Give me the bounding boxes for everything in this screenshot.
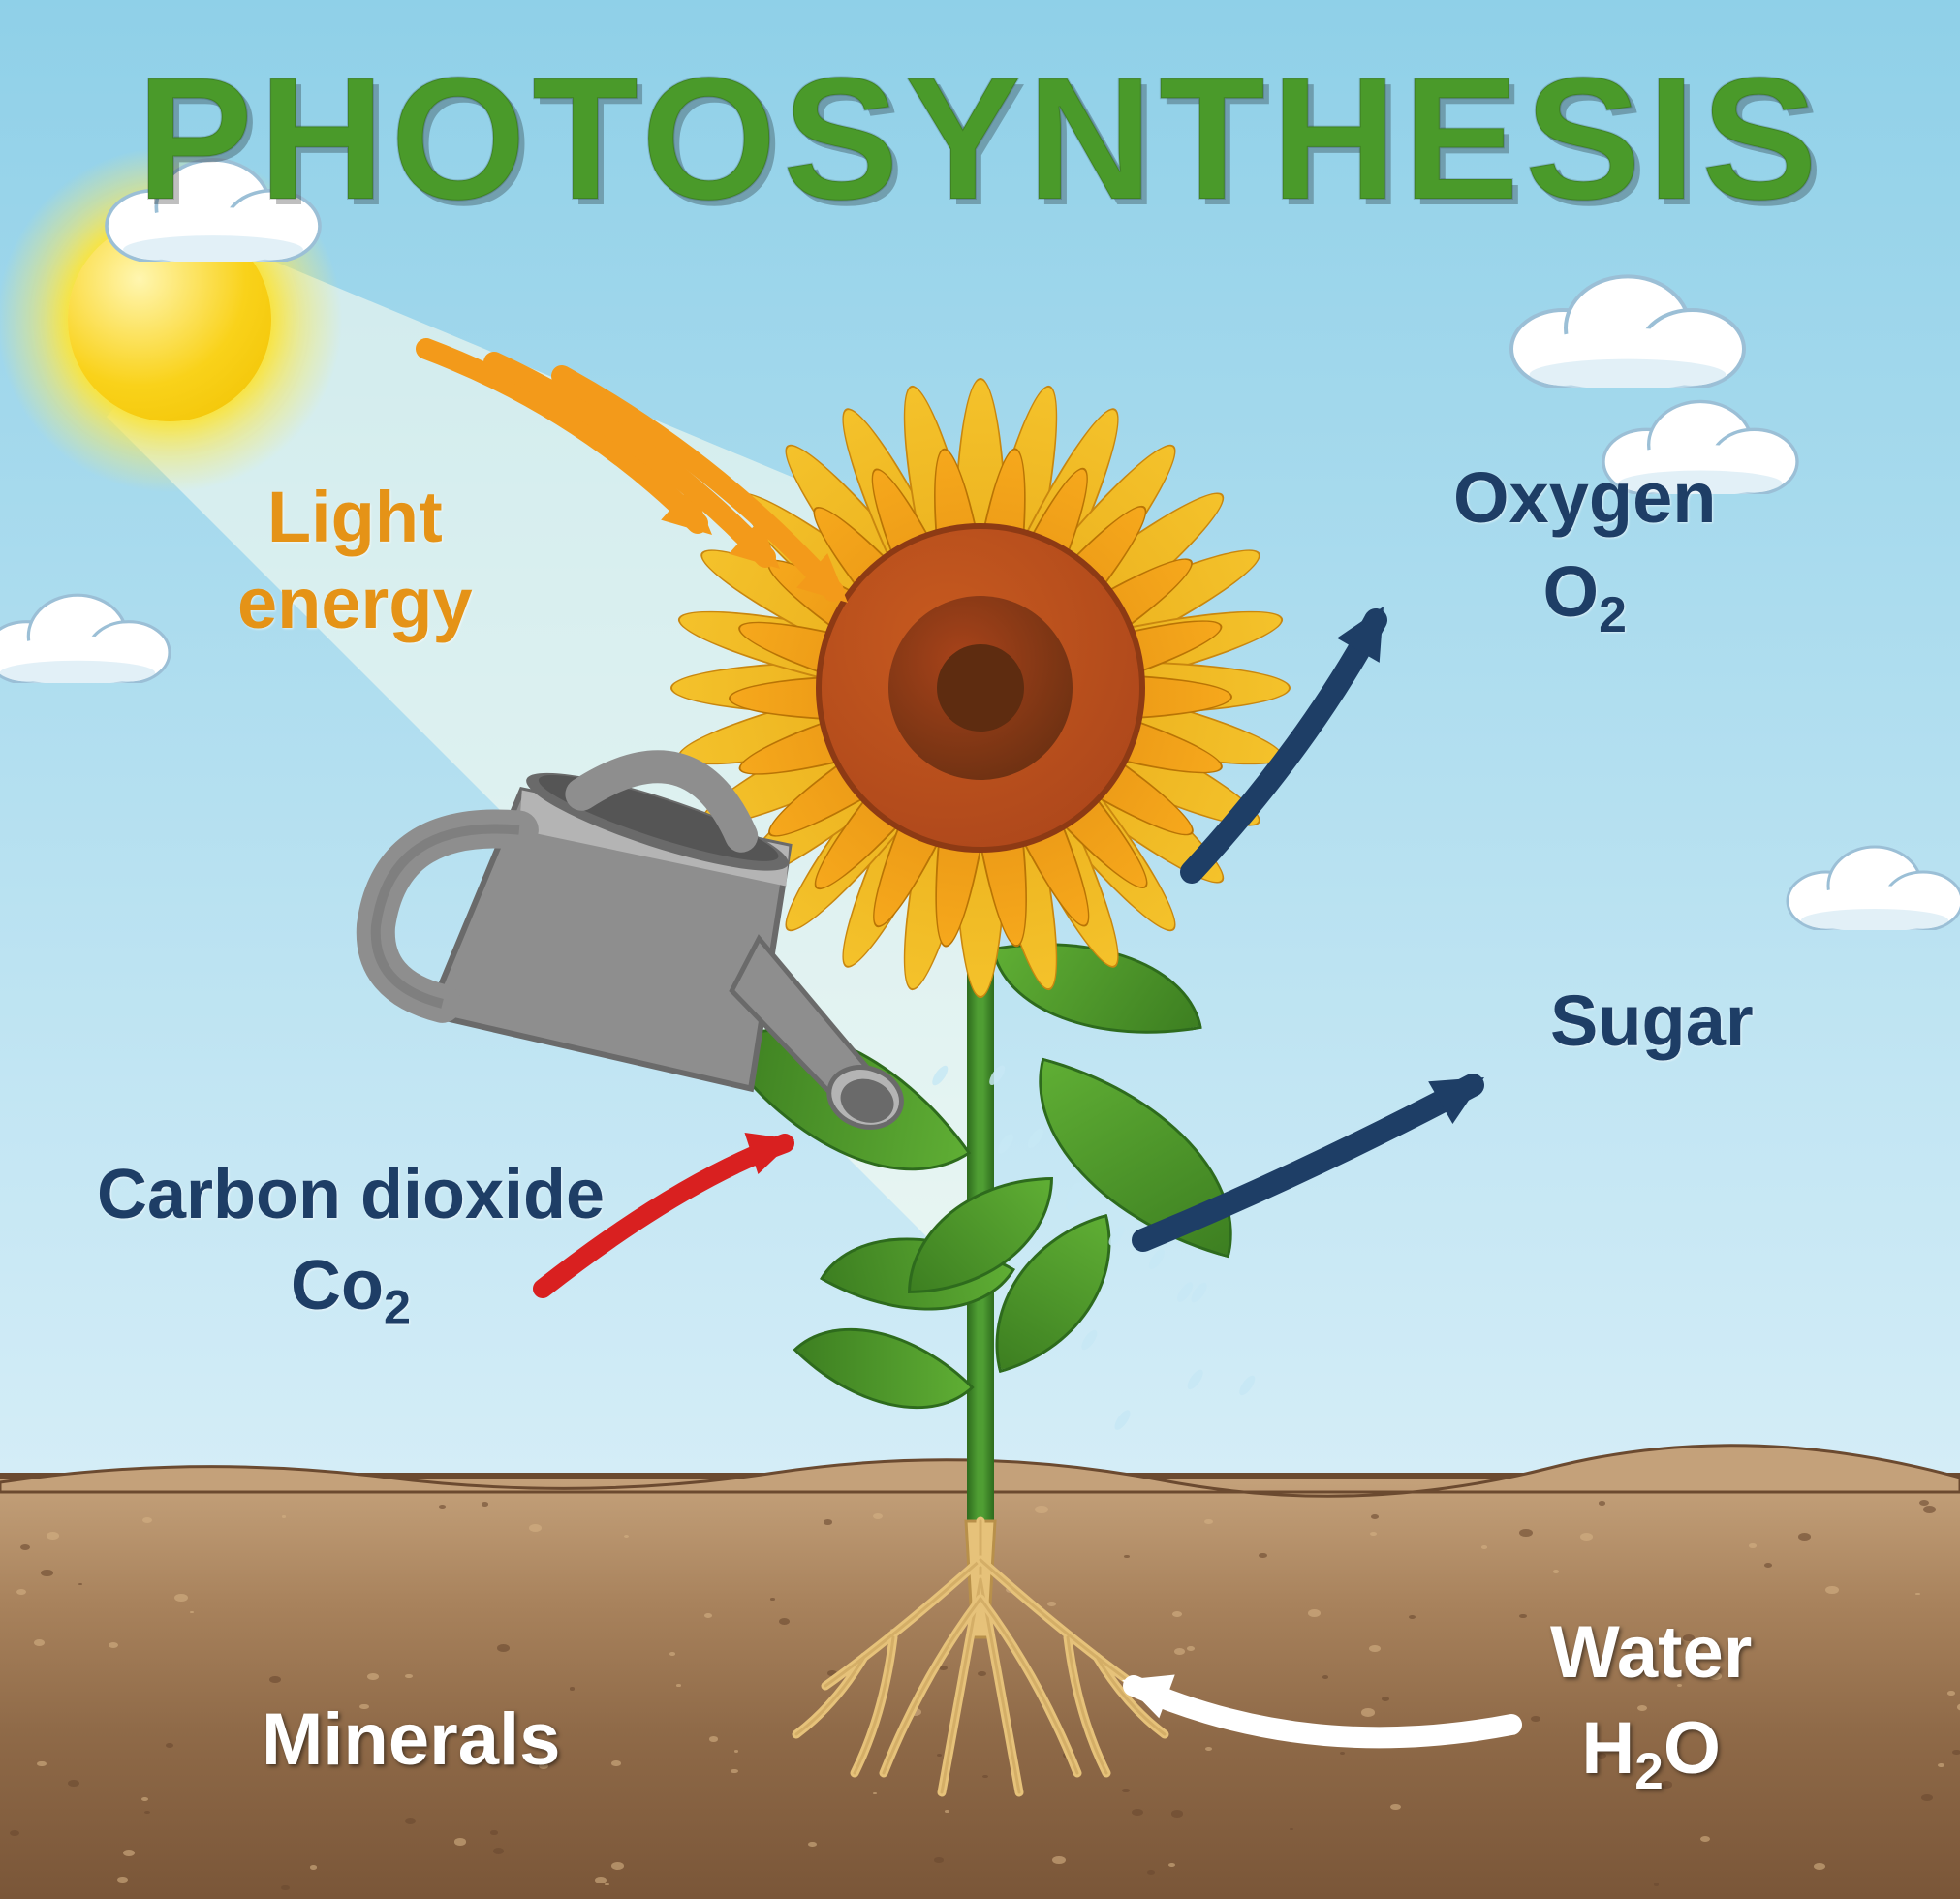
cloud-icon (0, 591, 184, 683)
label-water: WaterH2O (1550, 1608, 1752, 1803)
cloud-icon (1773, 843, 1960, 930)
label-formula: O2 (1453, 549, 1716, 644)
label-text: Oxygen (1453, 455, 1716, 542)
cloud-icon (1482, 271, 1773, 388)
label-co2: Carbon dioxideCo2 (97, 1153, 605, 1337)
label-text: Water (1550, 1608, 1752, 1697)
label-light: Light energy (237, 475, 473, 647)
label-text: Minerals (262, 1696, 560, 1784)
label-text: Carbon dioxide (97, 1153, 605, 1236)
label-oxygen: OxygenO2 (1453, 455, 1716, 644)
label-formula: Co2 (97, 1244, 605, 1337)
label-minerals: Minerals (262, 1696, 560, 1784)
roots-icon (738, 1521, 1223, 1831)
label-sugar: Sugar (1550, 979, 1754, 1065)
page-title: PHOTOSYNTHESIS (0, 39, 1960, 239)
label-text: Sugar (1550, 979, 1754, 1065)
label-formula: H2O (1550, 1704, 1752, 1803)
label-text: Light energy (237, 475, 473, 647)
